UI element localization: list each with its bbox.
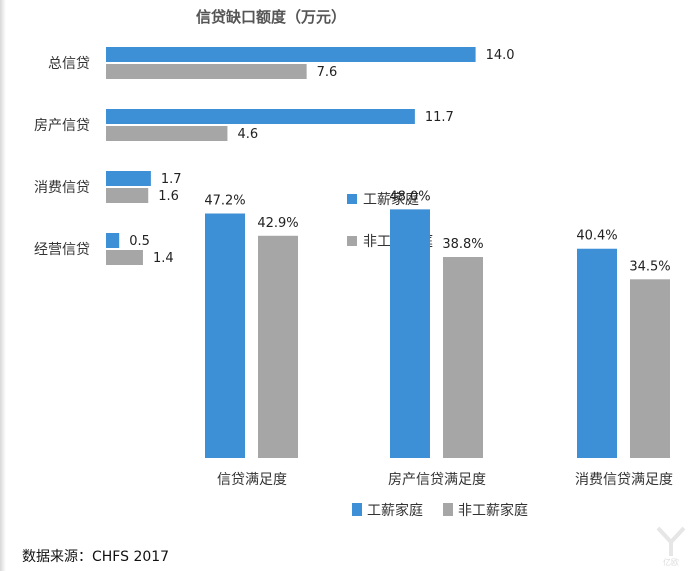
bar-value-label: 7.6 xyxy=(317,65,338,80)
category-label: 总信贷 xyxy=(48,56,90,72)
svg-text:亿欧: 亿欧 xyxy=(663,557,679,566)
category-label: 房产信贷满足度 xyxy=(388,472,486,488)
bar-salaried xyxy=(106,109,415,124)
legend-swatch xyxy=(443,503,453,516)
category-label: 信贷满足度 xyxy=(217,472,287,488)
bar-value-label: 1.6 xyxy=(158,189,179,204)
bar-salaried xyxy=(106,233,120,248)
bar-non-salaried xyxy=(106,188,149,203)
legend-label: 工薪家庭 xyxy=(363,191,419,208)
bar-value-label: 40.4% xyxy=(576,229,617,244)
bar-value-label: 38.8% xyxy=(442,237,483,252)
bar-value-label: 4.6 xyxy=(237,127,258,142)
legend-swatch xyxy=(347,236,357,246)
category-label: 消费信贷满足度 xyxy=(575,472,673,488)
watermark-logo: 亿欧 xyxy=(656,526,686,566)
credit-satisfaction-bar-chart: 47.2% 42.9% 信贷满足度 48.0% 38.8% 房产信贷满足度 40.4% 34.… xyxy=(204,189,673,519)
bar-value-label: 42.9% xyxy=(257,216,298,231)
legend-label: 工薪家庭 xyxy=(367,502,423,519)
bar-salaried xyxy=(390,209,430,458)
legend-swatch xyxy=(347,194,357,204)
bar-salaried xyxy=(106,171,151,186)
bar-non-salaried xyxy=(106,250,143,265)
legend-swatch xyxy=(352,503,362,516)
bar-value-label: 1.4 xyxy=(153,251,174,266)
category-label: 经营信贷 xyxy=(34,242,90,258)
bar-non-salaried xyxy=(106,64,307,79)
page-left-edge-shadow xyxy=(0,0,6,571)
bar-salaried xyxy=(205,213,245,458)
data-source-note: 数据来源：CHFS 2017 xyxy=(22,549,170,565)
bar-non-salaried xyxy=(630,279,670,458)
bar-value-label: 34.5% xyxy=(629,259,670,274)
chart-title: 信贷缺口额度（万元） xyxy=(196,8,346,26)
bar-value-label: 47.2% xyxy=(204,194,245,209)
legend-label: 非工薪家庭 xyxy=(458,502,528,519)
bar-value-label: 11.7 xyxy=(425,110,454,125)
bar-value-label: 0.5 xyxy=(129,234,150,249)
category-label: 房产信贷 xyxy=(34,118,90,134)
bar-non-salaried xyxy=(106,126,228,141)
bar-non-salaried xyxy=(258,235,298,458)
bar-value-label: 48.0% xyxy=(389,189,430,204)
bar-value-label: 1.7 xyxy=(161,172,182,187)
bar-salaried xyxy=(106,47,476,62)
bar-salaried xyxy=(577,248,617,458)
bar-value-label: 14.0 xyxy=(486,48,515,63)
category-label: 消费信贷 xyxy=(34,180,90,196)
bar-non-salaried xyxy=(443,257,483,458)
